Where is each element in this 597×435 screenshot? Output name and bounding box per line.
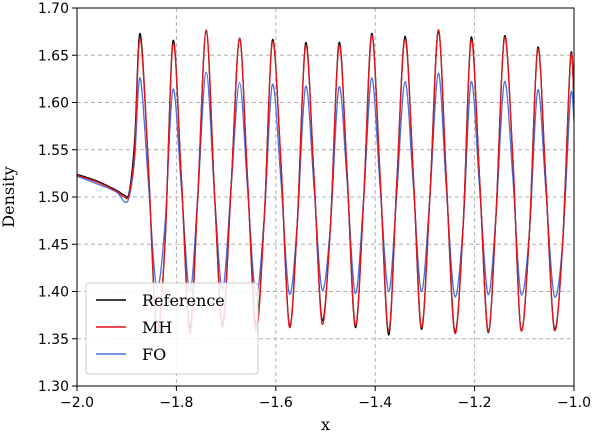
y-tick-label: 1.65: [38, 48, 69, 64]
x-tick-label: −1.6: [259, 395, 293, 411]
x-axis-label: x: [321, 415, 330, 434]
y-tick-label: 1.30: [38, 379, 69, 395]
x-tick-label: −2.0: [60, 395, 94, 411]
x-tick-label: −1.4: [358, 395, 392, 411]
y-tick-label: 1.40: [38, 285, 69, 301]
x-tick-label: −1.2: [458, 395, 492, 411]
legend-box: [85, 282, 259, 375]
y-axis: 1.30 1.35 1.40 1.45 1.50 1.55 1.60 1.65 1.70: [38, 1, 77, 395]
x-axis: −2.0 −1.8 −1.6 −1.4 −1.2 −1.0: [60, 386, 591, 411]
y-tick-label: 1.55: [38, 143, 69, 159]
series-layer: [76, 29, 575, 336]
y-tick-label: 1.45: [38, 237, 69, 253]
series-line-fo: [76, 71, 575, 298]
x-tick-label: −1.0: [557, 395, 591, 411]
legend: Reference MH FO: [85, 282, 259, 375]
y-tick-label: 1.35: [38, 332, 69, 348]
y-tick-label: 1.70: [38, 1, 69, 17]
y-tick-label: 1.50: [38, 190, 69, 206]
legend-label-fo: FO: [142, 345, 166, 364]
x-tick-label: −1.8: [159, 395, 193, 411]
y-tick-label: 1.60: [38, 96, 69, 112]
legend-label-mh: MH: [142, 318, 172, 337]
y-axis-label: Density: [0, 166, 18, 227]
series-line-mh: [76, 29, 575, 335]
legend-label-reference: Reference: [142, 291, 225, 310]
